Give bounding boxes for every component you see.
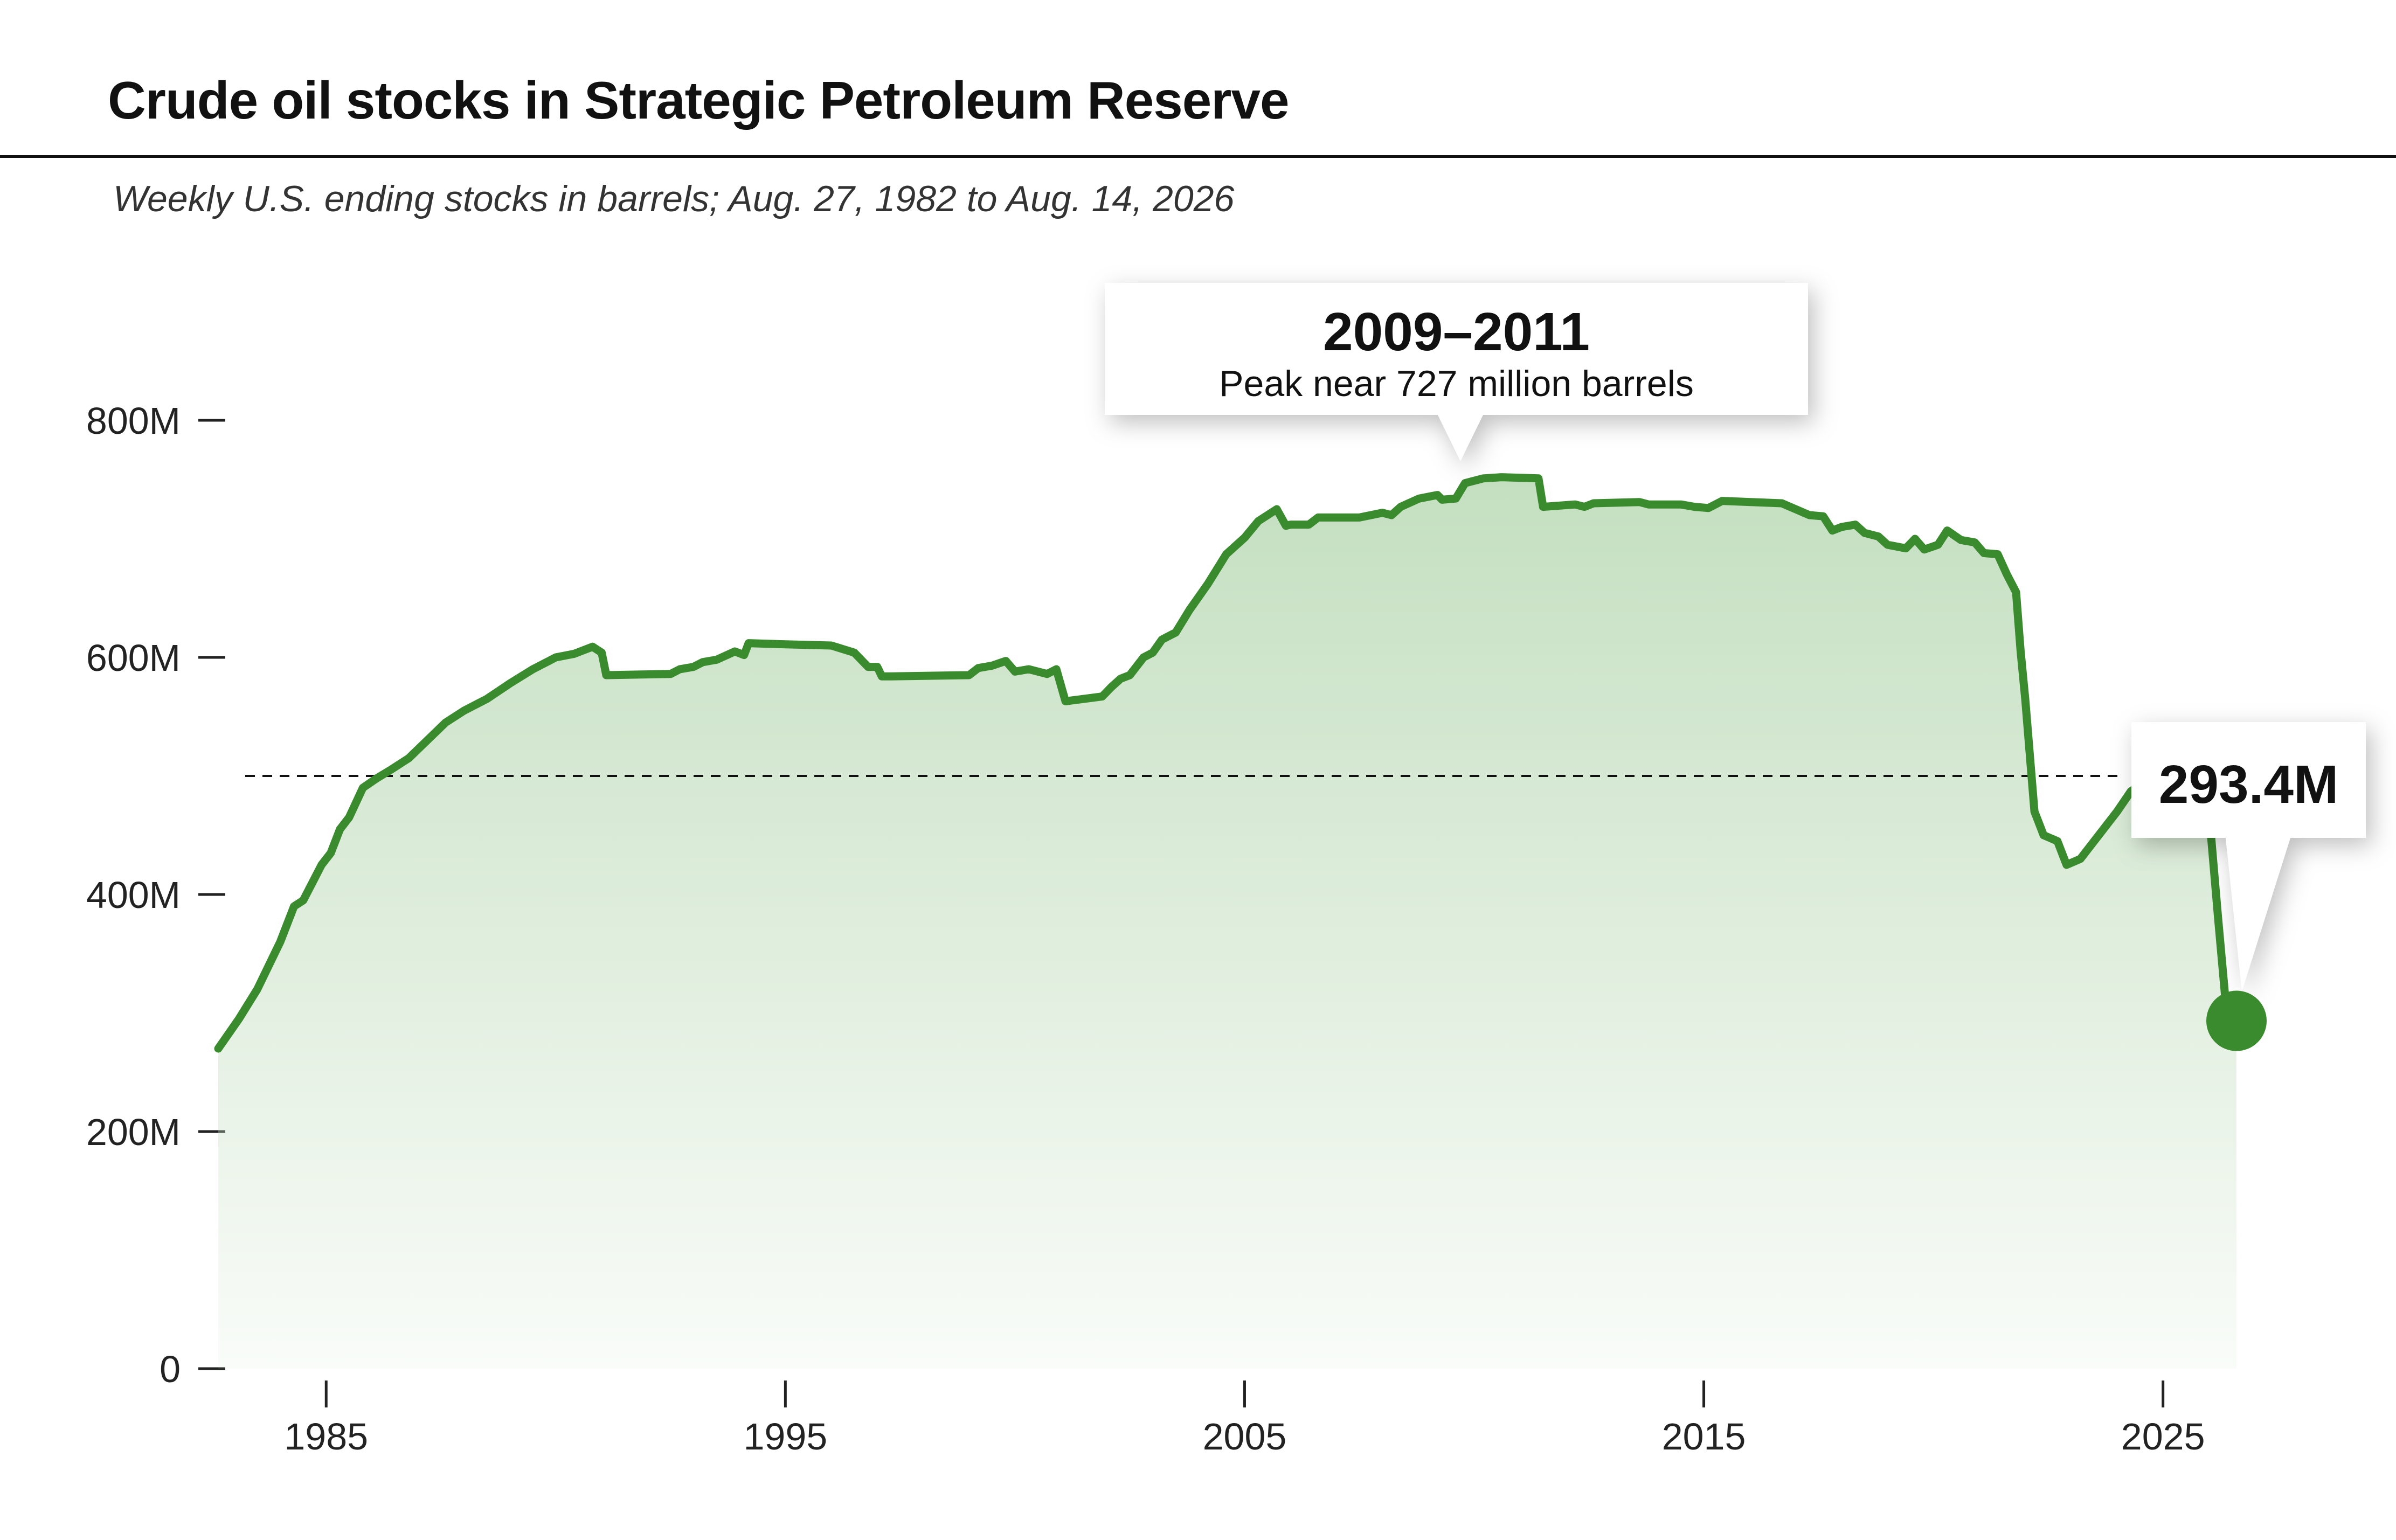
series-area xyxy=(218,477,2236,1369)
chart-subtitle: Weekly U.S. ending stocks in barrels; Au… xyxy=(113,178,1235,219)
peak-callout-text: Peak near 727 million barrels xyxy=(1219,363,1694,404)
series-line xyxy=(214,473,2241,1053)
x-tick-label: 2005 xyxy=(1203,1416,1287,1458)
last-value-callout-box xyxy=(2131,722,2366,991)
x-axis: 1985 1995 2005 2015 2025 xyxy=(284,1381,2205,1458)
peak-callout-box xyxy=(1105,283,1808,461)
y-tick-label: 200M xyxy=(86,1111,181,1153)
y-tick-label: 800M xyxy=(86,400,181,442)
last-value-callout: 293.4M xyxy=(2131,722,2366,991)
x-tick-label: 1995 xyxy=(743,1416,827,1458)
y-axis: 0 200M 400M 600M 800M xyxy=(86,400,225,1390)
x-tick-label: 2015 xyxy=(1662,1416,1746,1458)
x-tick-label: 1985 xyxy=(284,1416,368,1458)
y-tick-label: 0 xyxy=(160,1348,181,1390)
y-tick-label: 400M xyxy=(86,874,181,916)
last-value-marker xyxy=(2206,990,2267,1051)
title-divider xyxy=(0,155,2396,158)
last-value-label: 293.4M xyxy=(2159,754,2339,815)
chart-title: Crude oil stocks in Strategic Petroleum … xyxy=(108,71,1289,130)
peak-callout-title: 2009–2011 xyxy=(1323,302,1590,362)
x-tick-label: 2025 xyxy=(2121,1416,2205,1458)
peak-callout: 2009–2011 Peak near 727 million barrels xyxy=(1105,283,1808,461)
y-tick-label: 600M xyxy=(86,637,181,679)
